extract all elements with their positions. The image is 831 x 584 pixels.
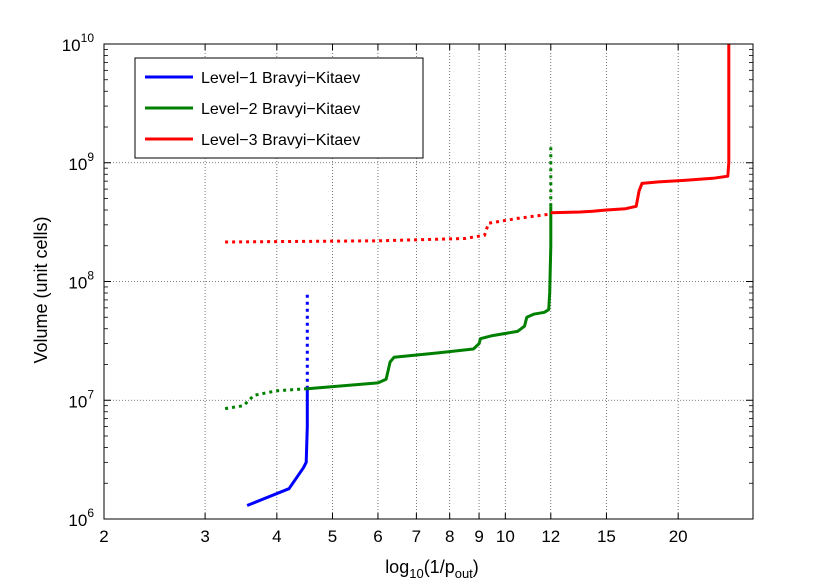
x-axis-label-sub2: out [455, 566, 473, 581]
y-tick-label-exp: 6 [87, 506, 94, 520]
series-2-solid [307, 206, 553, 391]
series-2-dotted [224, 387, 308, 411]
series-1-solid [246, 388, 309, 507]
y-tick-label-base: 10 [68, 155, 87, 174]
y-tick-label-base: 10 [68, 392, 87, 411]
x-tick-label: 12 [541, 527, 560, 546]
y-tick-label-exp: 7 [87, 387, 94, 401]
grid [104, 44, 753, 519]
y-tick-label-exp: 8 [87, 269, 94, 283]
x-tick-label: 2 [99, 527, 108, 546]
x-tick-label: 20 [669, 527, 688, 546]
x-tick-label: 15 [597, 527, 616, 546]
series-layer [224, 44, 731, 507]
y-tick-label: 108 [68, 269, 94, 293]
y-tick-label: 106 [68, 506, 94, 530]
y-tick-label-base: 10 [68, 511, 87, 530]
x-axis-label-sub: 10 [409, 566, 423, 581]
series-1 [246, 291, 309, 507]
x-tick-label: 5 [328, 527, 337, 546]
legend-label-1: Level−1 Bravyi−Kitaev [201, 70, 360, 87]
y-axis-label: Volume (unit cells) [31, 216, 51, 363]
series-3 [225, 44, 731, 244]
y-tick-label-exp: 10 [81, 31, 95, 45]
series-2 [224, 145, 553, 411]
x-tick-label: 10 [496, 527, 515, 546]
series-3-dotted [225, 212, 551, 244]
y-tick-label-exp: 9 [87, 150, 94, 164]
legend-label-3: Level−3 Bravyi−Kitaev [201, 132, 360, 149]
x-axis-label-mid: (1/p [424, 557, 455, 577]
x-tick-label: 4 [272, 527, 281, 546]
y-tick-label: 107 [68, 387, 94, 411]
x-tick-label: 8 [445, 527, 454, 546]
x-axis-label: log10(1/pout) [385, 557, 479, 581]
legend: Level−1 Bravyi−Kitaev Level−2 Bravyi−Kita… [134, 57, 424, 159]
y-tick-label: 109 [68, 150, 94, 174]
ticks [103, 43, 753, 520]
legend-label-2: Level−2 Bravyi−Kitaev [201, 101, 360, 118]
x-axis-label-base: log [385, 557, 409, 577]
x-tick-label: 9 [474, 527, 483, 546]
x-tick-label: 7 [412, 527, 421, 546]
series-3-solid [550, 44, 731, 215]
y-tick-label: 1010 [62, 31, 95, 55]
y-tick-label-base: 10 [62, 36, 81, 55]
x-tick-label: 6 [373, 527, 382, 546]
x-axis-label-end: ) [473, 557, 479, 577]
y-tick-label-base: 10 [68, 274, 87, 293]
x-tick-label: 3 [200, 527, 209, 546]
